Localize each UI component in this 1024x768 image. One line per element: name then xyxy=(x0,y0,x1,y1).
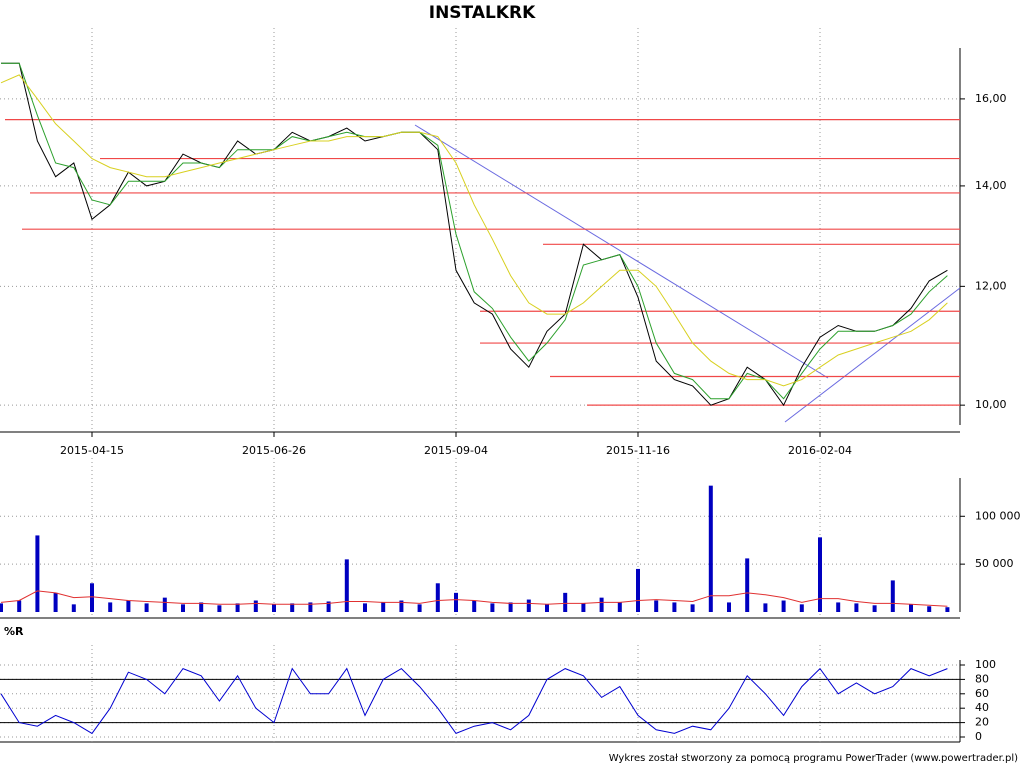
series-line xyxy=(0,590,948,607)
trend-line xyxy=(414,124,829,379)
bar xyxy=(363,603,367,612)
series-line xyxy=(0,74,948,387)
bar xyxy=(454,592,458,612)
bar xyxy=(253,600,258,612)
bar xyxy=(945,607,950,612)
chart-title: INSTALKRK xyxy=(429,3,536,23)
bar xyxy=(927,606,932,612)
bar xyxy=(144,603,149,612)
bar xyxy=(690,604,695,612)
bar xyxy=(581,603,586,612)
bar xyxy=(636,568,640,612)
bar xyxy=(836,602,841,612)
panel-title: %R xyxy=(4,625,24,638)
x-tick-label: 2015-11-16 xyxy=(606,444,670,457)
bar xyxy=(217,605,222,612)
bar xyxy=(71,604,76,612)
y-tick-label: 50 000 xyxy=(975,557,1014,570)
bar xyxy=(818,537,822,612)
y-tick-label: 100 xyxy=(975,658,996,671)
bar xyxy=(108,602,113,612)
bar xyxy=(344,559,349,612)
bar xyxy=(399,600,404,612)
bar xyxy=(490,603,495,612)
x-tick-label: 2015-09-04 xyxy=(424,444,488,457)
y-tick-label: 80 xyxy=(975,672,989,685)
y-tick-label: 10,00 xyxy=(975,398,1007,411)
bar xyxy=(909,604,913,612)
y-tick-label: 12,00 xyxy=(975,279,1007,292)
series-line xyxy=(1,62,948,400)
bar xyxy=(526,599,531,612)
y-tick-label: 60 xyxy=(975,687,989,700)
y-tick-label: 16,00 xyxy=(975,92,1007,105)
bar xyxy=(381,602,386,612)
bar xyxy=(181,604,185,612)
bar xyxy=(0,603,3,612)
bar xyxy=(599,597,604,612)
bar xyxy=(890,580,895,612)
bar xyxy=(727,602,731,612)
bar xyxy=(781,600,786,612)
x-tick-label: 2015-04-15 xyxy=(60,444,124,457)
bar xyxy=(799,604,804,612)
bar xyxy=(126,600,131,612)
bar xyxy=(854,603,859,612)
x-tick-label: 2016-02-04 xyxy=(788,444,852,457)
series-line xyxy=(0,667,948,735)
bar xyxy=(417,604,422,612)
x-tick-label: 2015-06-26 xyxy=(242,444,306,457)
bar xyxy=(17,600,22,612)
y-tick-label: 100 000 xyxy=(975,509,1021,522)
trend-lines xyxy=(414,124,961,423)
bar xyxy=(472,600,477,612)
trend-line xyxy=(784,287,961,423)
bar xyxy=(563,592,568,612)
bar xyxy=(272,604,276,612)
bar xyxy=(654,600,659,612)
bar xyxy=(290,603,295,612)
y-tick-label: 14,00 xyxy=(975,179,1007,192)
bar xyxy=(617,602,622,612)
bar xyxy=(199,602,204,612)
bar xyxy=(545,604,549,612)
footer: Wykres został stworzony za pomocą progra… xyxy=(609,753,1018,764)
bar xyxy=(872,605,877,612)
bar xyxy=(745,558,750,612)
frame xyxy=(0,48,961,743)
series-line xyxy=(1,62,948,407)
y-tick-label: 0 xyxy=(975,730,982,743)
bar xyxy=(90,583,94,612)
bar xyxy=(35,535,40,612)
bar xyxy=(672,602,677,612)
bar xyxy=(162,597,167,612)
bar xyxy=(235,603,240,612)
y-tick-label: 20 xyxy=(975,716,989,729)
bar xyxy=(708,485,713,612)
y-tick-label: 40 xyxy=(975,701,989,714)
bar xyxy=(508,602,513,612)
bar xyxy=(435,583,440,612)
bar xyxy=(763,603,768,612)
bar xyxy=(308,602,313,612)
bar xyxy=(326,601,331,612)
bar xyxy=(53,592,58,612)
